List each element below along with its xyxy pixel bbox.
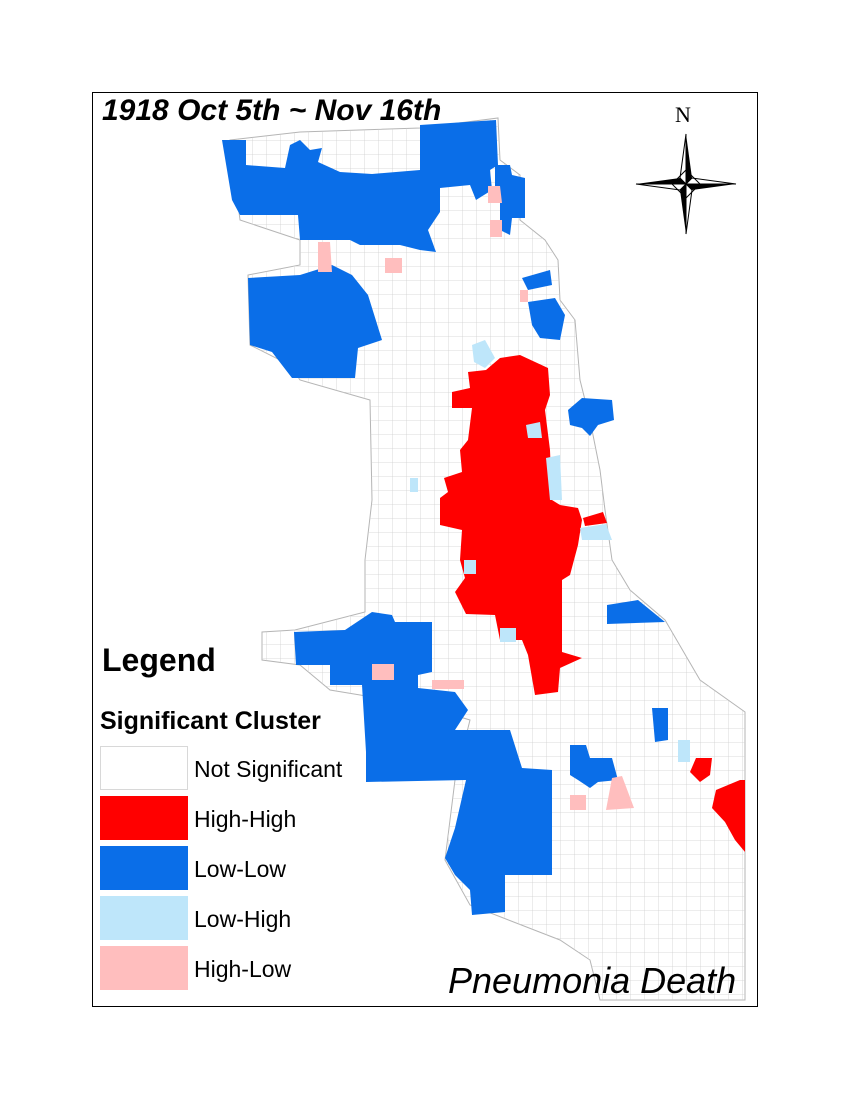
- legend-swatch: [100, 946, 188, 990]
- cluster-low-high: [410, 340, 690, 762]
- north-label: N: [675, 102, 691, 127]
- legend-label: Low-Low: [194, 856, 287, 882]
- legend-title: Legend: [102, 642, 216, 678]
- legend-swatch: [100, 746, 188, 790]
- cluster-high-high: [440, 355, 745, 852]
- legend-label: High-Low: [194, 956, 292, 982]
- map-subtitle: Pneumonia Death: [448, 960, 737, 1001]
- legend-label: Not Significant: [194, 756, 343, 782]
- map-title: 1918 Oct 5th ~ Nov 16th: [102, 94, 442, 127]
- legend-swatch: [100, 846, 188, 890]
- legend-swatch: [100, 896, 188, 940]
- legend-subtitle: Significant Cluster: [100, 707, 321, 735]
- legend-swatch: [100, 796, 188, 840]
- north-arrow-icon: [635, 133, 737, 235]
- legend-label: High-High: [194, 806, 297, 832]
- cluster-low-low: [222, 120, 668, 915]
- cluster-high-low: [318, 186, 634, 810]
- legend-label: Low-High: [194, 906, 292, 932]
